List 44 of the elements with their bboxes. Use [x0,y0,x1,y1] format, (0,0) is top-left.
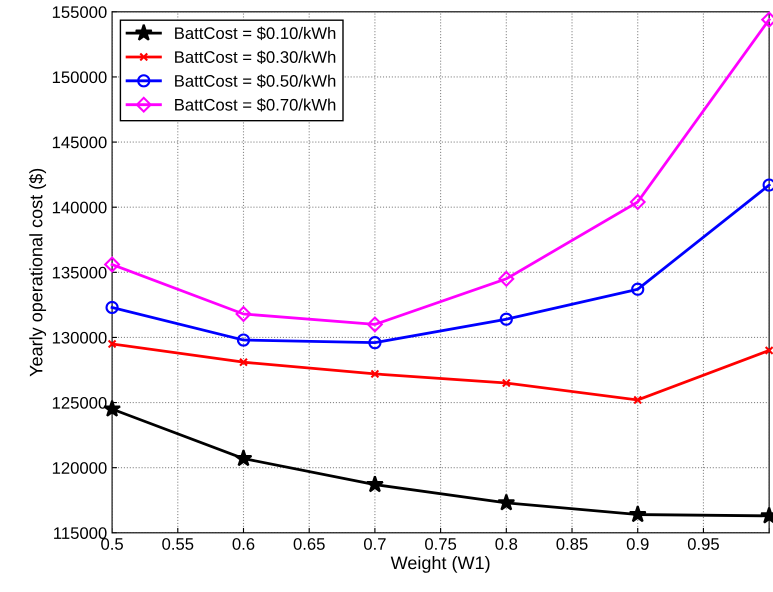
point [234,449,252,466]
point [108,339,117,348]
point [368,336,382,350]
x-tick-label: 0.55 [162,538,194,550]
x-tick-label: 0.65 [294,538,325,550]
x-tick-label: 0.95 [688,538,719,550]
legend-label: BattCost = $0.10/kWh [175,26,336,40]
x-axis-title: Weight (W1) [390,556,490,573]
y-axis-title: Yearly operational cost ($) [28,168,46,376]
point [764,346,773,355]
point [370,369,380,378]
legend-label: BattCost = $0.30/kWh [175,50,336,64]
point [236,333,250,347]
point [238,358,248,367]
y-tick-label: 125000 [52,396,107,409]
x-tick-label: 0.75 [425,538,456,550]
y-tick-label: 135000 [52,266,107,279]
legend-label: BattCost = $0.50/kWh [175,74,336,88]
x-tick-label: 0.85 [556,538,588,550]
y-tick-label: 155000 [52,6,107,18]
point [500,312,513,326]
point [366,316,383,332]
x-tick-label: 0.7 [364,538,386,550]
point [628,505,647,522]
point [630,194,646,210]
point [366,475,384,492]
y-tick-label: 115000 [54,527,107,540]
point [497,493,516,511]
y-tick-label: 140000 [52,202,107,214]
point [236,306,252,322]
point [105,300,119,314]
x-tick-label: 0.6 [232,538,254,550]
point [633,395,642,404]
point [502,378,511,388]
x-tick-label: 0.8 [495,538,518,550]
x-tick-label: 0.5 [101,538,123,550]
x-tick-label: 0.9 [626,538,649,550]
y-tick-label: 145000 [52,136,107,148]
y-tick-label: 120000 [52,462,107,474]
y-tick-label: 130000 [52,332,107,344]
y-tick-label: 150000 [52,71,107,84]
point [498,270,514,287]
point [631,282,644,296]
legend-label: BattCost = $0.70/kWh [175,98,336,112]
